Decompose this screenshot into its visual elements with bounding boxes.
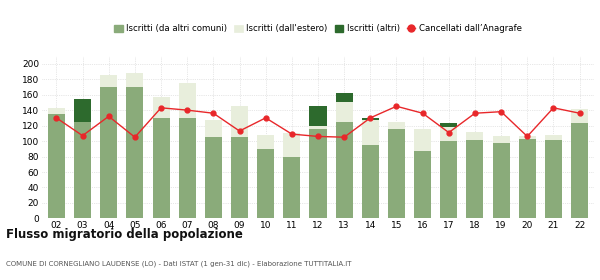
Bar — [493, 143, 509, 218]
Bar — [440, 141, 457, 218]
Bar — [127, 73, 143, 87]
Bar — [152, 118, 170, 218]
Bar — [519, 136, 536, 139]
Bar — [310, 129, 326, 218]
Bar — [310, 106, 326, 126]
Bar — [310, 126, 326, 129]
Bar — [414, 129, 431, 151]
Bar — [545, 135, 562, 140]
Bar — [571, 123, 588, 218]
Text: Flusso migratorio della popolazione: Flusso migratorio della popolazione — [6, 228, 243, 241]
Bar — [283, 133, 301, 157]
Bar — [362, 120, 379, 145]
Bar — [283, 157, 301, 218]
Bar — [179, 118, 196, 218]
Bar — [362, 145, 379, 218]
Bar — [335, 93, 353, 102]
Bar — [205, 120, 222, 137]
Bar — [257, 135, 274, 149]
Bar — [466, 132, 484, 139]
Bar — [100, 87, 117, 218]
Bar — [231, 137, 248, 218]
Bar — [74, 99, 91, 122]
Bar — [205, 137, 222, 218]
Bar — [466, 139, 484, 218]
Bar — [48, 108, 65, 114]
Bar — [48, 114, 65, 218]
Bar — [127, 87, 143, 218]
Bar — [100, 75, 117, 87]
Bar — [388, 122, 405, 129]
Bar — [519, 139, 536, 218]
Bar — [440, 123, 457, 127]
Text: COMUNE DI CORNEGLIANO LAUDENSE (LO) - Dati ISTAT (1 gen-31 dic) - Elaborazione T: COMUNE DI CORNEGLIANO LAUDENSE (LO) - Da… — [6, 260, 352, 267]
Bar — [257, 149, 274, 218]
Bar — [388, 129, 405, 218]
Bar — [335, 122, 353, 218]
Bar — [493, 136, 509, 143]
Bar — [74, 122, 91, 218]
Bar — [152, 97, 170, 118]
Bar — [231, 106, 248, 137]
Bar — [571, 109, 588, 123]
Bar — [179, 83, 196, 118]
Bar — [440, 127, 457, 141]
Bar — [414, 151, 431, 218]
Bar — [545, 140, 562, 218]
Bar — [362, 118, 379, 120]
Bar — [335, 102, 353, 122]
Legend: Iscritti (da altri comuni), Iscritti (dall'estero), Iscritti (altri), Cancellati: Iscritti (da altri comuni), Iscritti (da… — [111, 21, 525, 36]
